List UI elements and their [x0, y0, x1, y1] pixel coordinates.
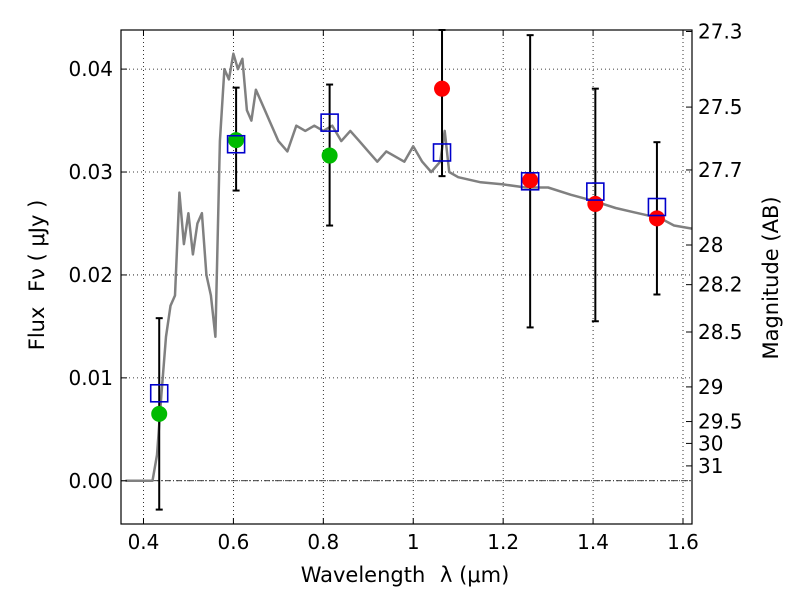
model-photometry-point: [520, 171, 540, 191]
mag-tick-label: 29: [698, 375, 723, 399]
data-point: [522, 172, 539, 189]
model-photometry-point: [226, 134, 246, 154]
model-photometry-point: [320, 113, 339, 132]
model-spectrum: [125, 52, 693, 483]
data-point: [228, 132, 245, 149]
y-axis-label-text: Flux: [25, 307, 49, 351]
x-tick-label: 0.4: [128, 530, 160, 554]
mag-tick-label: 27.5: [698, 95, 743, 119]
y2-axis-label: Magnitude (AB): [759, 196, 783, 359]
model-photometry-point: [586, 182, 605, 201]
mag-tick-label: 27.7: [698, 158, 743, 182]
model-photometry-point: [647, 197, 667, 217]
data-point: [648, 210, 665, 227]
data-point: [587, 195, 604, 212]
plot-frame: [120, 29, 693, 525]
x-tick-label: 1.4: [577, 530, 609, 554]
y-tick-label: 0.02: [68, 263, 113, 287]
mag-tick-label: 28.2: [698, 273, 743, 297]
y-axis-label: Flux Fν ( μJy ): [25, 200, 49, 351]
error-bars: [155, 29, 661, 511]
y-tick-label: 0.03: [68, 160, 113, 184]
x-tick-label: 1: [407, 530, 420, 554]
data-point: [151, 405, 168, 422]
ticks: 0.4 0.6 0.8 1 1.2 1.4 1.6 0.00 0.01 0.02 0.03 0.04 2…: [68, 20, 742, 554]
mag-tick-label: 27.3: [698, 20, 743, 44]
x-axis-label-symbol: λ (μm): [440, 563, 509, 587]
x-tick-label: 0.6: [217, 530, 249, 554]
data-point: [434, 80, 451, 97]
x-axis-label: Wavelength λ (μm): [301, 563, 510, 587]
mag-tick-label: 28: [698, 233, 723, 257]
y-tick-label: 0.01: [68, 366, 113, 390]
data-points: [149, 80, 667, 422]
x-tick-label: 0.8: [307, 530, 339, 554]
mag-tick-label: 28.5: [698, 320, 743, 344]
x-tick-label: 1.2: [487, 530, 519, 554]
x-tick-label: 1.6: [667, 530, 699, 554]
mag-tick-label: 29.5: [698, 410, 743, 434]
error-bar: [438, 29, 446, 178]
mag-tick-label: 30: [698, 431, 723, 455]
x-axis-label-text: Wavelength: [301, 563, 426, 587]
y-tick-label: 0.04: [68, 57, 113, 81]
mag-tick-label: 31: [698, 454, 723, 478]
data-point: [321, 147, 338, 164]
model-photometry-point: [432, 143, 452, 162]
model-photometry-point: [149, 383, 169, 403]
model-spectrum-line: [125, 52, 693, 483]
y-axis-label-symbol: Fν ( μJy ): [25, 200, 49, 292]
y-tick-label: 0.00: [68, 469, 113, 493]
